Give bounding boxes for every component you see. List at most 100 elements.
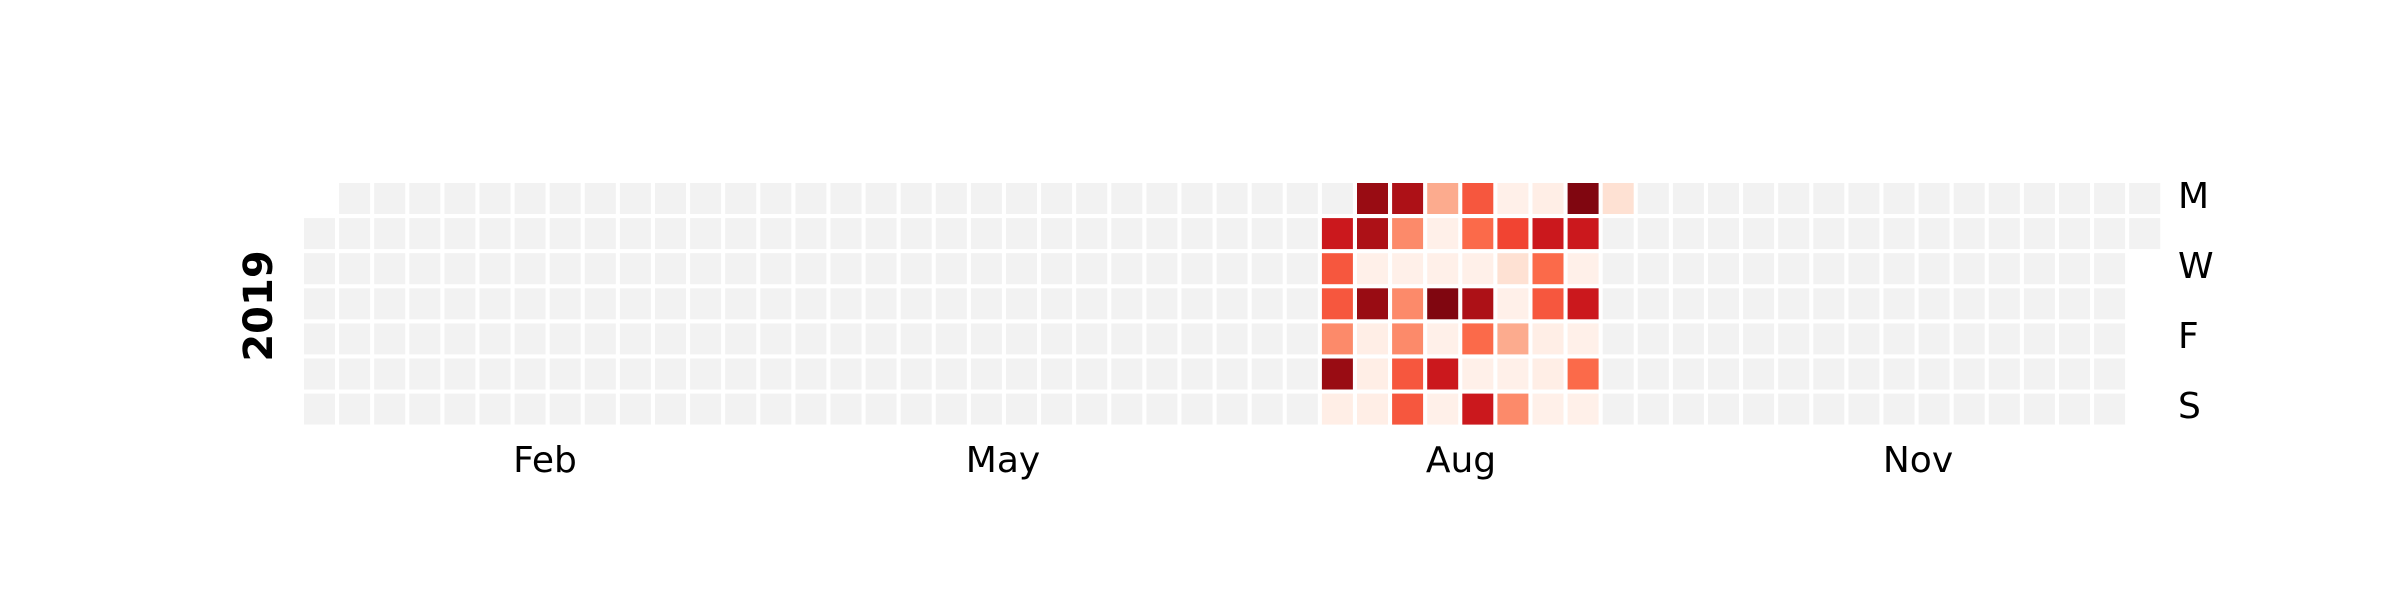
heatmap-cell-w26-d3 [1216, 288, 1248, 320]
heatmap-cell-w2-d1 [374, 218, 406, 250]
heatmap-cell-w6-d0 [514, 183, 546, 214]
heatmap-cell-w45-d3 [1883, 288, 1915, 320]
heatmap-cell-w37-d2 [1602, 253, 1634, 285]
heatmap-cell-w7-d4 [549, 323, 581, 355]
heatmap-cell-w18-d3 [935, 288, 967, 320]
heatmap-cell-w8-d0 [584, 183, 616, 214]
heatmap-cell-w13-d3 [760, 288, 792, 320]
heatmap-cell-w20-d3 [1006, 288, 1037, 320]
heatmap-cell-w22-d0 [1076, 183, 1108, 214]
heatmap-cell-w28-d4 [1286, 323, 1318, 355]
heatmap-cell-w43-d6 [1813, 393, 1845, 425]
heatmap-cell-w29-d4 [1321, 323, 1353, 355]
heatmap-cell-w16-d5 [865, 358, 897, 390]
heatmap-cell-w13-d2 [760, 253, 792, 285]
heatmap-cell-w41-d6 [1743, 393, 1775, 425]
heatmap-cell-w12-d1 [725, 218, 757, 250]
heatmap-cell-w51-d2 [2094, 253, 2126, 285]
heatmap-cell-w47-d2 [1953, 253, 1985, 285]
heatmap-cell-w1-d2 [339, 253, 371, 285]
heatmap-cell-w20-d0 [1006, 183, 1037, 214]
heatmap-cell-w2-d2 [374, 253, 406, 285]
heatmap-cell-w44-d0 [1848, 183, 1880, 214]
heatmap-cell-w8-d4 [584, 323, 616, 355]
heatmap-cell-w0-d5 [304, 358, 335, 390]
heatmap-cell-w12-d2 [725, 253, 757, 285]
heatmap-cell-w36-d1 [1567, 218, 1599, 250]
heatmap-cell-w30-d1 [1357, 218, 1388, 250]
heatmap-cell-w33-d6 [1462, 393, 1494, 425]
heatmap-cell-w11-d3 [690, 288, 722, 320]
heatmap-cell-w26-d2 [1216, 253, 1248, 285]
heatmap-cell-w6-d1 [514, 218, 546, 250]
heatmap-cell-w37-d0 [1602, 183, 1634, 214]
heatmap-cell-w30-d5 [1357, 358, 1388, 390]
heatmap-cell-w40-d5 [1708, 358, 1739, 390]
weekday-tick-labels: M W F S [2178, 176, 2214, 427]
heatmap-cell-w31-d0 [1392, 183, 1424, 214]
heatmap-cell-w15-d1 [830, 218, 862, 250]
heatmap-cell-w4-d0 [444, 183, 476, 214]
heatmap-cell-w44-d5 [1848, 358, 1880, 390]
heatmap-cell-w21-d2 [1041, 253, 1073, 285]
heatmap-cell-w23-d5 [1111, 358, 1143, 390]
heatmap-cell-w47-d1 [1953, 218, 1985, 250]
heatmap-cell-w25-d4 [1181, 323, 1213, 355]
heatmap-cell-w38-d1 [1637, 218, 1669, 250]
heatmap-cell-w15-d6 [830, 393, 862, 425]
heatmap-cell-w28-d6 [1286, 393, 1318, 425]
heatmap-cell-w38-d0 [1637, 183, 1669, 214]
heatmap-cell-w17-d5 [900, 358, 932, 390]
heatmap-cell-w24-d5 [1146, 358, 1178, 390]
heatmap-cell-w50-d5 [2059, 358, 2090, 390]
heatmap-cell-w23-d2 [1111, 253, 1143, 285]
heatmap-cell-w9-d5 [619, 358, 651, 390]
heatmap-cell-w8-d1 [584, 218, 616, 250]
heatmap-cell-w35-d1 [1532, 218, 1564, 250]
heatmap-cell-w37-d1 [1602, 218, 1634, 250]
heatmap-cell-w22-d5 [1076, 358, 1108, 390]
heatmap-cell-w41-d4 [1743, 323, 1775, 355]
heatmap-cell-w27-d5 [1251, 358, 1283, 390]
heatmap-cell-w0-d4 [304, 323, 335, 355]
heatmap-cell-w50-d1 [2059, 218, 2090, 250]
heatmap-cell-w25-d2 [1181, 253, 1213, 285]
heatmap-cell-w37-d5 [1602, 358, 1634, 390]
heatmap-cell-w34-d2 [1497, 253, 1529, 285]
heatmap-cell-w4-d2 [444, 253, 476, 285]
heatmap-cell-w47-d4 [1953, 323, 1985, 355]
heatmap-cell-w19-d6 [970, 393, 1002, 425]
heatmap-cell-w46-d6 [1918, 393, 1950, 425]
heatmap-cell-w24-d3 [1146, 288, 1178, 320]
heatmap-cell-w3-d6 [409, 393, 441, 425]
heatmap-cell-w33-d2 [1462, 253, 1494, 285]
heatmap-cell-w32-d4 [1427, 323, 1459, 355]
heatmap-cell-w12-d4 [725, 323, 757, 355]
heatmap-cell-w29-d2 [1321, 253, 1353, 285]
heatmap-cell-w32-d3 [1427, 288, 1459, 320]
heatmap-cell-w15-d5 [830, 358, 862, 390]
heatmap-cell-w28-d3 [1286, 288, 1318, 320]
heatmap-cell-w44-d2 [1848, 253, 1880, 285]
heatmap-cell-w36-d5 [1567, 358, 1599, 390]
heatmap-cell-w49-d0 [2023, 183, 2055, 214]
heatmap-cell-w16-d1 [865, 218, 897, 250]
heatmap-cell-w3-d2 [409, 253, 441, 285]
heatmap-cell-w31-d4 [1392, 323, 1424, 355]
heatmap-cell-w49-d1 [2023, 218, 2055, 250]
heatmap-cell-w42-d0 [1778, 183, 1810, 214]
heatmap-cell-w20-d2 [1006, 253, 1037, 285]
heatmap-cell-w51-d1 [2094, 218, 2126, 250]
heatmap-cell-w4-d5 [444, 358, 476, 390]
heatmap-cell-w5-d4 [479, 323, 511, 355]
heatmap-cell-w15-d3 [830, 288, 862, 320]
heatmap-cell-w25-d0 [1181, 183, 1213, 214]
heatmap-cell-w30-d6 [1357, 393, 1388, 425]
heatmap-cell-w6-d6 [514, 393, 546, 425]
heatmap-cell-w17-d6 [900, 393, 932, 425]
heatmap-cell-w11-d5 [690, 358, 722, 390]
heatmap-cell-w48-d5 [1988, 358, 2020, 390]
heatmap-cell-w23-d0 [1111, 183, 1143, 214]
heatmap-cell-w43-d2 [1813, 253, 1845, 285]
heatmap-cell-w8-d3 [584, 288, 616, 320]
